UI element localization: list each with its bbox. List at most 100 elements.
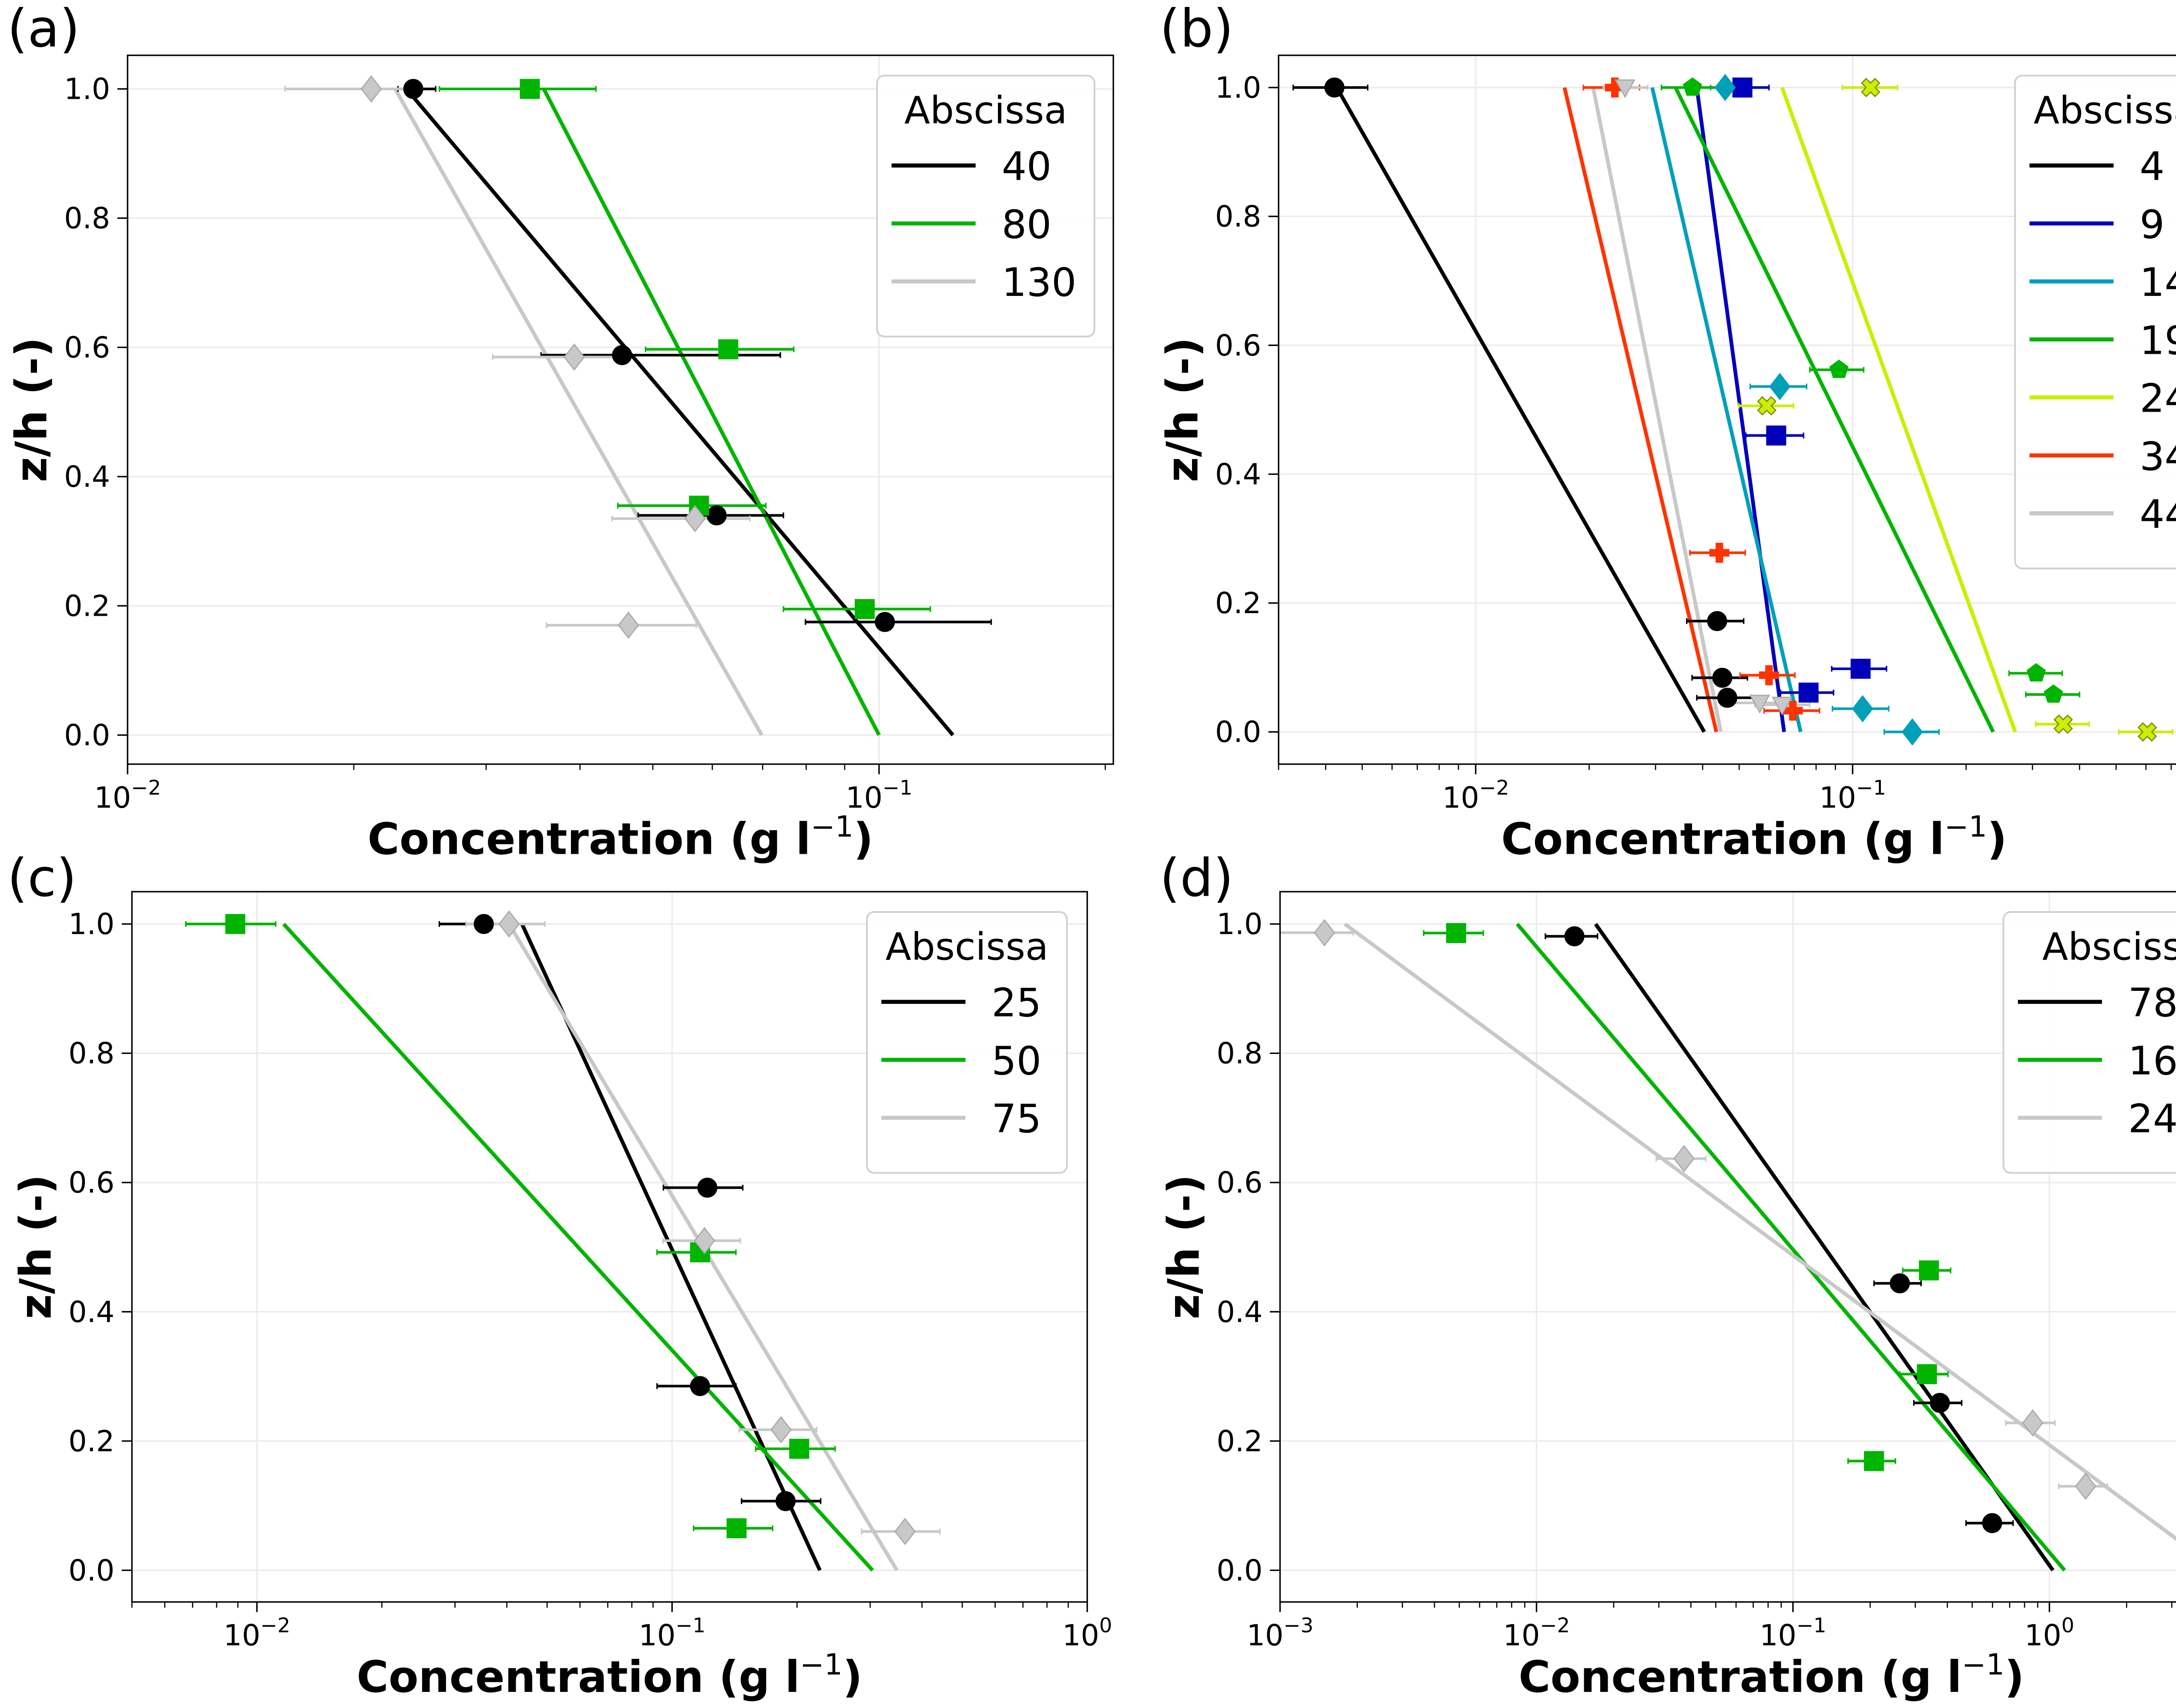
panel-label: (c): [7, 848, 77, 909]
legend: Abscissa 4 9 14 19 24 34 44: [2014, 74, 2176, 570]
x-tick-label: 10−1: [1819, 776, 1886, 815]
legend-label: 24: [2140, 376, 2176, 422]
y-axis-label: z/h (-): [6, 337, 57, 482]
legend-label: 130: [1002, 260, 1077, 305]
data-point-14: [1901, 718, 1923, 746]
x-axis-label-end: ): [2005, 1651, 2025, 1702]
chart-panel-4: 10−310−210−11000.00.20.40.60.81.0Absciss…: [1159, 848, 2176, 1702]
plot-area: [1292, 74, 2173, 746]
x-axis-label-end: ): [1987, 814, 2007, 865]
x-tick-label: 10−1: [1760, 1614, 1826, 1652]
x-tick-label-base: 10: [639, 1618, 676, 1652]
plot-area: [284, 75, 992, 736]
y-tick-label: 0.8: [68, 1037, 114, 1070]
legend-label: 14: [2140, 260, 2176, 305]
x-tick-label: 10−1: [846, 776, 912, 815]
data-point-14: [1852, 695, 1874, 723]
data-point-4: [1712, 668, 1733, 688]
x-tick-label-base: 10: [224, 1618, 261, 1652]
legend-box: [866, 911, 1068, 1174]
data-point-24: [1860, 77, 1880, 97]
data-point-50: [789, 1439, 809, 1459]
data-point-9: [1732, 77, 1753, 98]
x-tick-label-exponent: −1: [675, 1614, 705, 1637]
y-tick-label: 0.2: [68, 1424, 114, 1458]
panel-label: (d): [1160, 848, 1234, 909]
data-point-75: [694, 1227, 715, 1255]
legend-label: 9: [2140, 202, 2165, 248]
y-tick-label: 0.2: [1215, 586, 1261, 620]
data-point-130: [360, 75, 382, 103]
data-point-130: [564, 343, 585, 371]
chart-panel-1: 10−2 10−10.00.20.40.60.81.0Abscissa408013…: [6, 0, 1114, 865]
fit-line-1650: [1515, 923, 2066, 1572]
y-tick-label: 0.4: [1216, 1295, 1263, 1329]
y-tick-label: 1.0: [1215, 70, 1261, 104]
data-point-1650: [1864, 1451, 1884, 1471]
data-point-19: [2026, 663, 2046, 682]
x-tick-label-base: 10: [2025, 1618, 2062, 1652]
data-point-40: [403, 79, 423, 99]
data-point-25: [776, 1491, 796, 1511]
x-tick-label: 100: [2025, 1614, 2074, 1652]
panel-label: (b): [1160, 0, 1234, 59]
x-tick-label-exponent: −2: [1540, 1614, 1570, 1637]
x-tick-label-base: 10: [1819, 781, 1856, 815]
x-axis-label-text: Concentration (g l: [1518, 1651, 1961, 1702]
legend-title: Abscissa: [886, 926, 1048, 969]
data-point-44: [1749, 695, 1770, 714]
axes-frame: [1279, 891, 2176, 1603]
y-tick-label: 0.0: [1215, 715, 1261, 749]
x-axis-label-end: ): [853, 814, 873, 865]
data-point-75: [770, 1416, 792, 1443]
x-tick-label: 10−3: [1247, 1614, 1313, 1652]
data-point-9: [1766, 425, 1786, 446]
legend-label: 25: [991, 981, 1041, 1026]
x-tick-label: 100: [1062, 1614, 1112, 1652]
legend-title: Abscissa: [904, 89, 1067, 133]
x-axis-label: Concentration (g l−1): [368, 810, 873, 865]
fit-line-4: [1335, 87, 1706, 733]
x-tick-label-base: 10: [94, 781, 131, 815]
data-point-25: [690, 1376, 710, 1396]
x-tick-label-exponent: −1: [1797, 1614, 1827, 1637]
fit-line-34: [1562, 87, 1719, 732]
x-axis-label: Concentration (g l−1): [1518, 1648, 2024, 1702]
data-point-24: [1757, 396, 1777, 416]
y-tick-label: 0.4: [1215, 457, 1261, 491]
legend-title: Abscissa: [2042, 926, 2176, 969]
x-axis-label-sup: −1: [1944, 810, 1987, 844]
y-axis-label: z/h (-): [1157, 337, 1208, 482]
data-point-34: [1759, 665, 1779, 685]
legend-label: 34: [2140, 434, 2176, 480]
data-point-4: [1707, 611, 1727, 631]
legend-label: 1650: [2128, 1039, 2176, 1084]
y-tick-label: 0.6: [64, 331, 110, 365]
y-tick-label: 0.2: [64, 589, 110, 623]
x-tick-label: 10−2: [1503, 1614, 1570, 1652]
x-tick-label: 10−2: [94, 776, 161, 815]
legend-label: 40: [1002, 144, 1051, 190]
data-point-19: [2044, 684, 2063, 703]
x-axis-label: Concentration (g l−1): [357, 1648, 863, 1702]
data-point-780: [1890, 1273, 1910, 1294]
legend-label: 2480: [2128, 1097, 2176, 1142]
data-point-24: [2137, 722, 2157, 742]
fit-line-130: [393, 88, 764, 736]
y-tick-label: 1.0: [64, 72, 110, 106]
data-point-40: [875, 612, 895, 632]
data-point-1650: [1919, 1260, 1939, 1281]
data-point-80: [520, 79, 540, 99]
x-tick-label-exponent: −2: [131, 776, 161, 799]
data-point-1650: [1446, 923, 1466, 943]
x-axis-label-end: ): [843, 1651, 863, 1702]
legend-label: 75: [991, 1097, 1041, 1142]
y-tick-label: 0.6: [1215, 329, 1261, 362]
data-point-4: [1717, 688, 1737, 708]
y-tick-label: 0.6: [1216, 1166, 1263, 1200]
data-point-130: [684, 505, 706, 533]
x-tick-label-base: 10: [1442, 781, 1479, 815]
x-axis-label-sup: −1: [811, 810, 853, 844]
axes-frame: [127, 54, 1114, 765]
x-tick-label: 10−2: [224, 1614, 291, 1652]
